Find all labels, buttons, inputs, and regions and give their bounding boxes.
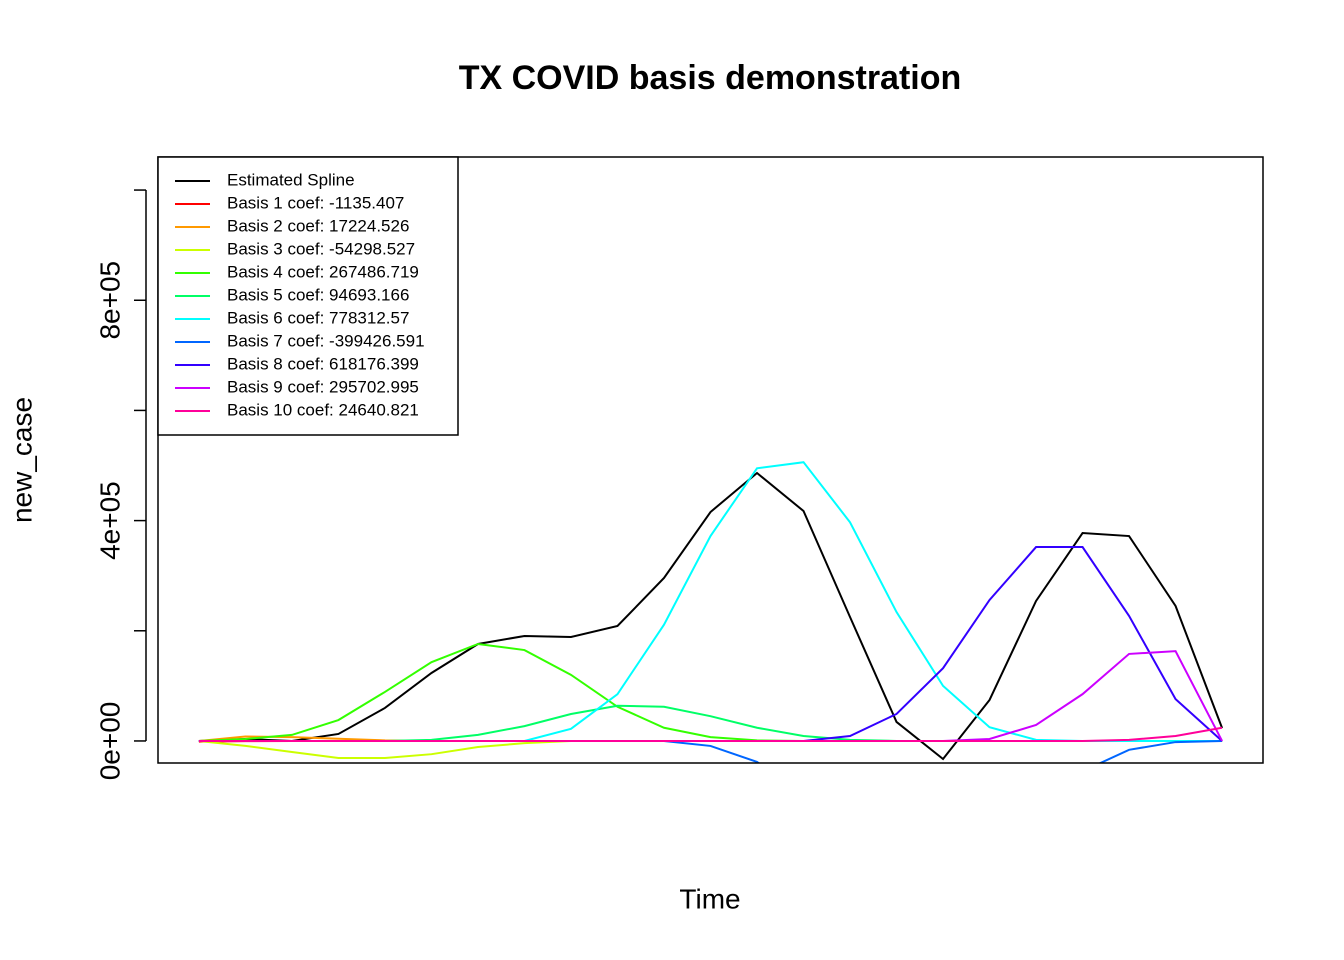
legend-label: Basis 5 coef: 94693.166	[227, 285, 409, 304]
plot-frame	[157, 156, 1264, 764]
y-tick-label: 8e+05	[94, 261, 125, 340]
legend-label: Basis 9 coef: 295702.995	[227, 377, 419, 396]
legend-label: Basis 2 coef: 17224.526	[227, 216, 409, 235]
chart-title: TX COVID basis demonstration	[459, 59, 962, 97]
legend-label: Basis 6 coef: 778312.57	[227, 308, 409, 327]
x-axis-label: Time	[679, 883, 740, 914]
legend-label: Basis 10 coef: 24640.821	[227, 400, 419, 419]
legend-label: Basis 7 coef: -399426.591	[227, 331, 425, 350]
legend-label: Basis 4 coef: 267486.719	[227, 262, 419, 281]
plot-lines	[198, 461, 1224, 763]
legend-label: Estimated Spline	[227, 170, 355, 189]
series-line	[198, 726, 1223, 742]
y-tick-label: 0e+00	[94, 702, 125, 781]
legend-label: Basis 1 coef: -1135.407	[227, 193, 404, 212]
legend-label: Basis 8 coef: 618176.399	[227, 354, 419, 373]
legend-label: Basis 3 coef: -54298.527	[227, 239, 415, 258]
legend: Estimated Spline Basis 1 coef: -1135.407 B…	[157, 156, 459, 436]
y-axis-label: new_case	[6, 397, 37, 523]
series-line	[198, 471, 1224, 761]
y-tick-label: 4e+05	[94, 481, 125, 560]
